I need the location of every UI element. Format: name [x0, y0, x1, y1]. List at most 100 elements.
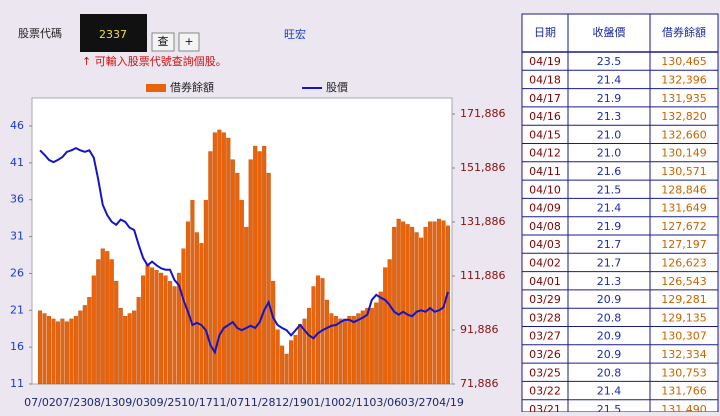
- table-cell: 20.8: [597, 366, 622, 379]
- bar: [356, 313, 361, 385]
- y-tick-label: 46: [10, 119, 24, 132]
- x-tick-label: 02/11: [338, 396, 370, 409]
- bar: [159, 272, 164, 385]
- y2-tick-label: 71,886: [460, 377, 499, 390]
- bar: [235, 172, 240, 385]
- search-button[interactable]: [151, 32, 175, 52]
- y2-tick-label: 131,886: [460, 215, 506, 228]
- bar: [91, 275, 96, 385]
- legend-label: 股價: [326, 80, 348, 94]
- table-cell: 130,149: [661, 147, 707, 160]
- table-cell: 04/15: [529, 128, 561, 141]
- bar: [275, 329, 280, 385]
- bar: [87, 297, 92, 385]
- bar: [203, 199, 208, 385]
- bar: [105, 251, 110, 385]
- search-label: 股票代碼: [18, 27, 62, 40]
- bar: [333, 316, 338, 385]
- add-button[interactable]: [178, 32, 200, 52]
- bar: [253, 145, 258, 385]
- bar: [176, 272, 182, 385]
- table-cell: 21.3: [597, 110, 622, 123]
- bar: [82, 305, 87, 385]
- table-cell: 130,307: [661, 330, 707, 343]
- table-cell: 04/09: [529, 202, 561, 215]
- code-value[interactable]: 2337: [99, 28, 127, 41]
- bar: [428, 221, 433, 385]
- bar: [123, 316, 128, 385]
- bar: [262, 145, 267, 385]
- table-cell: 21.4: [597, 202, 622, 215]
- table-cell: 130,753: [661, 366, 707, 379]
- bar: [154, 270, 159, 385]
- bar: [96, 259, 101, 385]
- x-tick-label: 07/02: [24, 396, 56, 409]
- table-cell: 132,396: [661, 73, 707, 86]
- bar: [239, 199, 244, 385]
- bar: [324, 299, 329, 385]
- table-cell: 20.9: [597, 348, 622, 361]
- bar: [383, 267, 388, 385]
- table-cell: 03/27: [529, 330, 561, 343]
- table-cell: 131,766: [661, 385, 707, 398]
- table-cell: 131,649: [661, 202, 707, 215]
- bar: [100, 248, 105, 385]
- x-tick-label: 11/28: [244, 396, 276, 409]
- bar: [298, 324, 303, 385]
- bar: [230, 159, 235, 385]
- table-cell: 21.7: [597, 256, 622, 269]
- x-tick-label: 01/10: [307, 396, 339, 409]
- column-header: 日期: [534, 26, 556, 39]
- bar: [118, 307, 123, 385]
- bar: [396, 218, 401, 385]
- legend-label: 借券餘額: [170, 80, 214, 94]
- bar: [167, 280, 173, 385]
- table-cell: 20.8: [597, 311, 622, 324]
- table-cell: 21.4: [597, 385, 622, 398]
- table-cell: 04/08: [529, 220, 561, 233]
- table-cell: 03/25: [529, 366, 561, 379]
- bar: [387, 259, 392, 385]
- code-input[interactable]: [80, 14, 147, 52]
- table-cell: 21.0: [597, 128, 622, 141]
- x-tick-label: 03/27: [401, 396, 433, 409]
- bar: [365, 307, 370, 385]
- bar: [306, 307, 312, 385]
- search-button-label[interactable]: 查: [158, 34, 169, 48]
- table-cell: 132,334: [661, 348, 707, 361]
- bar: [289, 340, 294, 385]
- bar: [69, 318, 74, 385]
- table-cell: 20.9: [597, 293, 622, 306]
- table-cell: 131,935: [661, 92, 707, 105]
- bar: [423, 226, 428, 385]
- bar: [51, 318, 56, 385]
- y2-tick-label: 91,886: [460, 323, 499, 336]
- bar: [360, 310, 365, 385]
- bar: [369, 307, 374, 385]
- x-tick-label: 10/17: [181, 396, 213, 409]
- bar: [141, 275, 146, 385]
- bar: [280, 345, 285, 385]
- y2-tick-label: 171,886: [460, 107, 506, 120]
- bar: [145, 264, 150, 385]
- bar: [114, 280, 119, 385]
- table-cell: 20.9: [597, 330, 622, 343]
- x-tick-label: 07/23: [56, 396, 88, 409]
- bar: [347, 316, 352, 385]
- table-cell: 04/01: [529, 275, 561, 288]
- bar: [109, 259, 114, 385]
- bar: [338, 318, 343, 385]
- add-button-label[interactable]: +: [184, 35, 193, 48]
- chart: 11 16 21 26 31 36 41 46 71,886 91,886 111,886 131,8…: [10, 80, 506, 409]
- table-cell: 127,197: [661, 238, 707, 251]
- bar: [212, 132, 217, 385]
- bar: [181, 248, 186, 385]
- bar: [172, 286, 177, 385]
- y-tick-label: 11: [10, 377, 24, 390]
- bar: [271, 280, 276, 385]
- bar: [414, 232, 419, 385]
- table: 日期 收盤價 借券餘額 04/19 23.5 130,465 04/18 21.4 132,39…: [521, 13, 719, 416]
- bar: [248, 159, 253, 385]
- bar: [132, 310, 137, 385]
